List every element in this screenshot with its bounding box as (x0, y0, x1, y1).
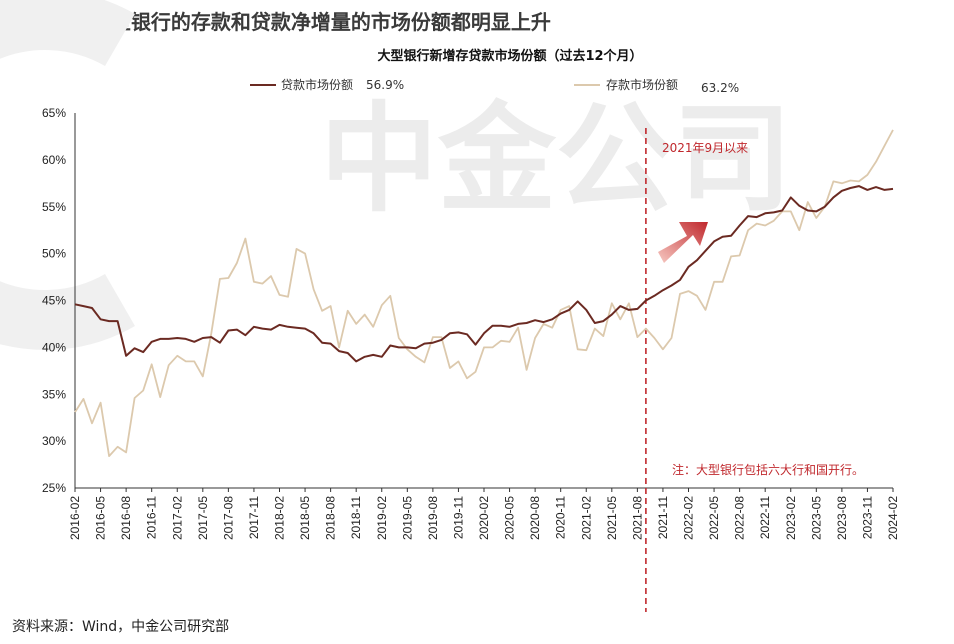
y-tick-label: 65% (42, 106, 66, 120)
x-tick-label: 2017-02 (170, 496, 184, 540)
x-tick-label: 2020-05 (503, 496, 517, 540)
x-tick-label: 2021-02 (579, 496, 593, 540)
legend: 贷款市场份额 56.9% 存款市场份额 63.2% (250, 77, 739, 95)
y-tick-label: 25% (42, 481, 66, 495)
x-tick-label: 2019-05 (400, 496, 414, 540)
series-layer (74, 129, 894, 458)
x-tick-label: 2019-08 (426, 496, 440, 540)
annotation-note: 注：大型银行包括六大行和国开行。 (672, 462, 864, 477)
y-axis: 25% 30% 35% 40% 45% 50% 55% 60% 65% (42, 106, 66, 495)
x-tick-label: 2017-05 (196, 496, 210, 540)
y-tick-label: 30% (42, 434, 66, 448)
series-line-deposit (74, 129, 894, 458)
legend-value-deposit: 63.2% (701, 81, 739, 95)
y-tick-label: 60% (42, 153, 66, 167)
y-tick-label: 40% (42, 340, 66, 354)
x-tick-label: 2018-08 (324, 496, 338, 540)
line-chart: 中金公司 大型银行新增存贷款市场份额（过去12个月） 贷款市场份额 56.9% … (0, 0, 900, 612)
legend-label-loan: 贷款市场份额 (281, 77, 353, 92)
x-tick-label: 2019-02 (375, 496, 389, 540)
x-tick-label: 2020-02 (477, 496, 491, 540)
x-tick-label: 2016-11 (145, 496, 159, 539)
source-note: 资料来源：Wind，中金公司研究部 (12, 619, 230, 635)
x-tick-label: 2016-02 (68, 496, 82, 540)
x-tick-label: 2018-02 (273, 496, 287, 540)
y-tick-label: 45% (42, 294, 66, 308)
x-tick-label: 2021-05 (605, 496, 619, 540)
annotation-since: 2021年9月以来 (662, 141, 748, 155)
x-tick-label: 2021-08 (630, 496, 644, 540)
x-tick-label: 2023-05 (809, 496, 823, 540)
y-tick-label: 55% (42, 200, 66, 214)
x-tick-label: 2022-11 (758, 496, 772, 539)
x-tick-label: 2018-11 (349, 496, 363, 539)
x-tick-label: 2023-11 (860, 496, 874, 539)
y-tick-label: 50% (42, 247, 66, 261)
chart-title: 大型银行新增存贷款市场份额（过去12个月） (377, 48, 642, 64)
x-tick-label: 2017-11 (247, 496, 261, 539)
x-tick-label: 2018-05 (298, 496, 312, 540)
x-tick-label: 2016-08 (119, 496, 133, 540)
x-tick-label: 2020-11 (554, 496, 568, 539)
x-tick-label: 2022-02 (682, 496, 696, 540)
legend-label-deposit: 存款市场份额 (606, 77, 678, 92)
series-line-loan (74, 185, 894, 363)
x-tick-label: 2020-08 (528, 496, 542, 540)
trend-arrow-icon (658, 222, 708, 263)
y-tick-label: 35% (42, 387, 66, 401)
x-tick-label: 2016-05 (94, 496, 108, 540)
x-tick-label: 2017-08 (221, 496, 235, 540)
x-tick-label: 2023-08 (835, 496, 849, 540)
x-tick-label: 2024-02 (886, 496, 900, 540)
watermark-logo: 中金公司 (0, 0, 792, 350)
x-tick-label: 2022-08 (733, 496, 747, 540)
watermark-text: 中金公司 (320, 90, 792, 228)
legend-value-loan: 56.9% (366, 78, 404, 92)
x-tick-label: 2021-11 (656, 496, 670, 539)
x-axis: 2016-02 2016-05 2016-08 2016-11 2017-02 2017-… (68, 488, 900, 540)
x-tick-label: 2023-02 (784, 496, 798, 540)
x-tick-label: 2019-11 (451, 496, 465, 539)
x-tick-label: 2022-05 (707, 496, 721, 540)
